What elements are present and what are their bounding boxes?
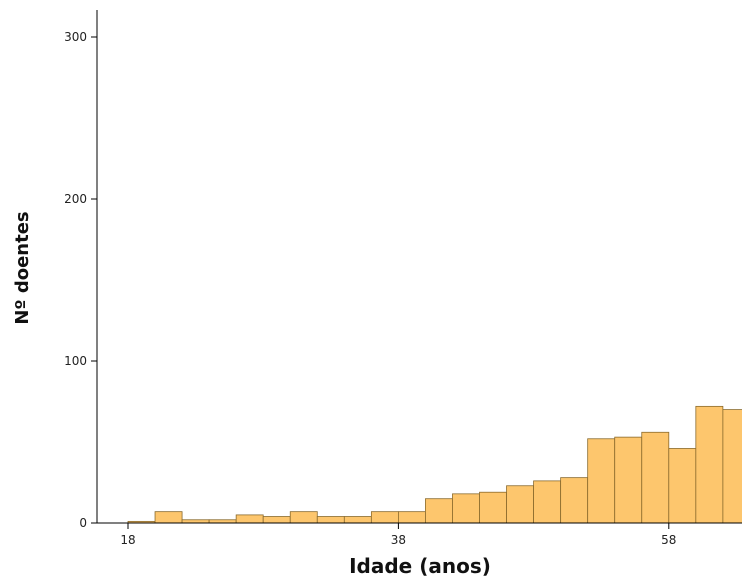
- x-tick-label: 58: [661, 533, 676, 547]
- x-axis-title: Idade (anos): [349, 554, 491, 576]
- histogram-bar: [316, 516, 345, 524]
- histogram-bar: [722, 409, 742, 524]
- histogram-bar: [397, 511, 426, 524]
- histogram-bar: [479, 491, 507, 524]
- histogram-bar: [289, 511, 318, 524]
- histogram-bar: [695, 405, 724, 524]
- histogram-bar: [452, 493, 480, 524]
- x-tick-label: 18: [120, 533, 135, 547]
- histogram-bar: [668, 448, 697, 524]
- y-tick-label: 100: [64, 354, 87, 368]
- histogram-bar: [560, 477, 589, 524]
- histogram-bar: [370, 511, 399, 524]
- x-tick-label: 38: [391, 533, 406, 547]
- y-tick-label: 200: [64, 192, 87, 206]
- bars-group: [127, 405, 742, 524]
- y-tick-label: 0: [79, 516, 87, 530]
- histogram-bar: [235, 514, 264, 524]
- histogram-bar: [641, 431, 670, 524]
- histogram-bar: [262, 516, 291, 524]
- x-ticks-group: 1838587898: [120, 523, 676, 547]
- histogram-bar: [343, 516, 372, 524]
- histogram-bar: [506, 485, 534, 524]
- histogram-bar: [154, 511, 183, 524]
- y-ticks-group: 0 100 200 300: [64, 30, 97, 530]
- y-tick-label: 300: [64, 30, 87, 44]
- y-axis-title: Nº doentes: [12, 211, 33, 324]
- histogram-bar: [533, 480, 562, 524]
- histogram-bar: [614, 436, 643, 524]
- histogram-bar: [587, 438, 616, 524]
- histogram-bar: [425, 498, 453, 524]
